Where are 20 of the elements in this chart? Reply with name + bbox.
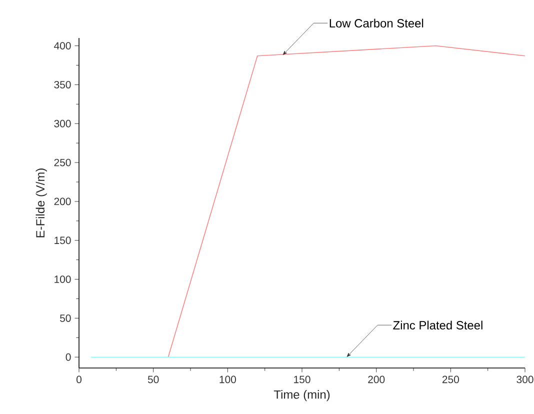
y-tick-label: 0 [66,353,71,361]
annotation: Zinc Plated Steel [393,320,482,330]
x-tick-label: 50 [148,376,159,384]
y-tick-label: 50 [60,314,71,322]
x-axis-title: Time (min) [274,390,330,402]
y-tick-label: 150 [54,236,71,244]
y-tick-label: 200 [54,198,71,206]
x-tick-label: 250 [442,376,459,384]
y-axis-title: E-Filde (V/m) [36,168,47,238]
x-tick-label: 0 [76,376,82,384]
y-tick-label: 300 [54,120,71,128]
x-tick-label: 100 [220,376,236,384]
y-tick-label: 350 [54,81,71,88]
x-tick-label: 200 [368,376,385,384]
x-tick-label: 150 [294,376,310,384]
y-tick-label: 250 [54,158,71,166]
y-tick-label: 400 [54,42,71,50]
x-tick-label: 300 [516,376,534,384]
y-tick-label: 100 [54,276,71,283]
annotation: Low Carbon Steel [330,18,424,28]
